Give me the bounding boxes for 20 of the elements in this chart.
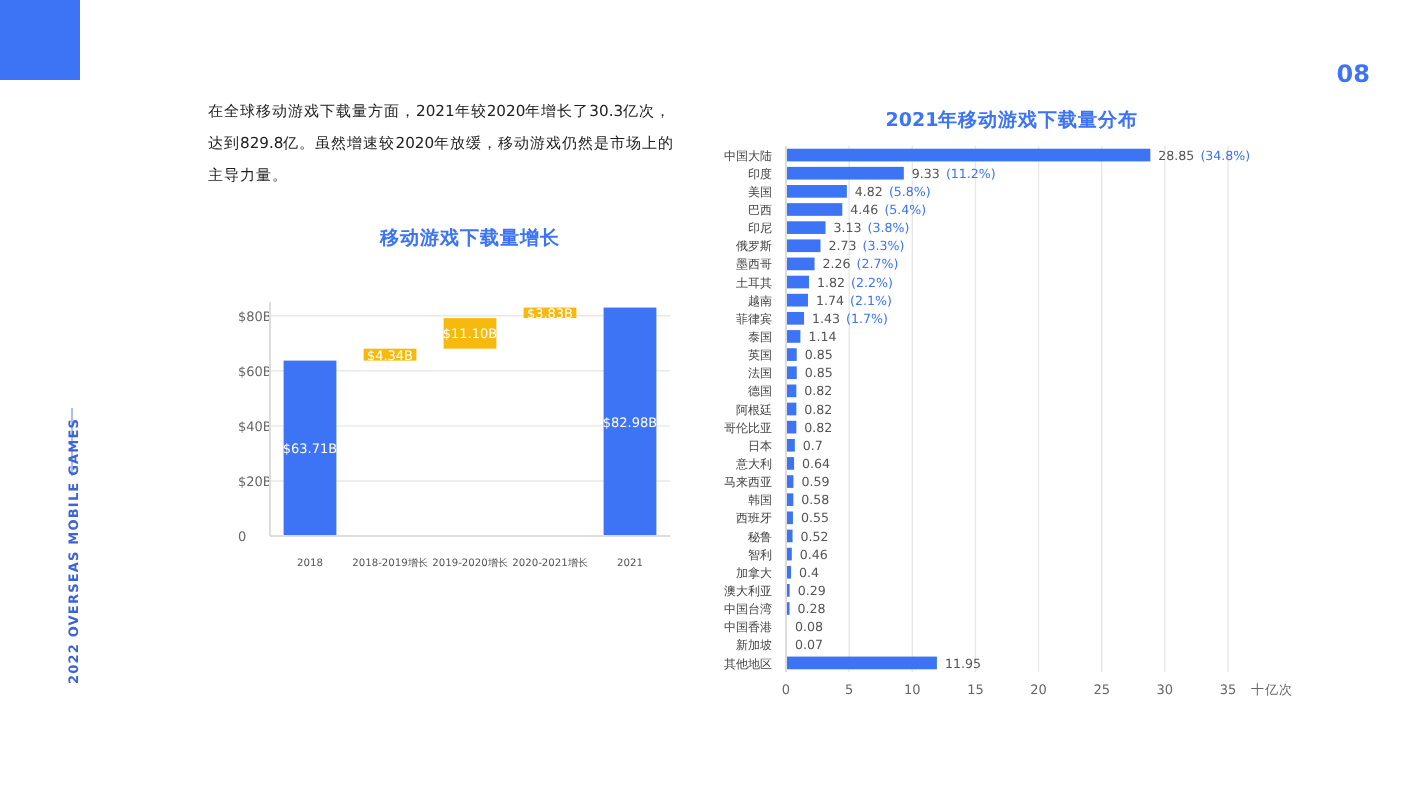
bar (786, 166, 904, 180)
chart-title: 移动游戏下载量增长 (378, 226, 562, 250)
bar (786, 330, 801, 343)
bar (786, 275, 809, 289)
bar (786, 656, 937, 670)
bar (283, 360, 337, 536)
bar (786, 203, 843, 216)
bar (603, 307, 657, 536)
bar (786, 257, 815, 271)
chart-title: 2021年移动游戏下载量分布 (885, 108, 1139, 132)
text: 08 (1336, 60, 1370, 88)
bar (786, 438, 795, 452)
bar (786, 185, 847, 198)
bar (786, 239, 821, 253)
bar (786, 293, 808, 307)
bar (786, 148, 1151, 162)
bar (786, 311, 805, 325)
bar (786, 348, 797, 361)
bar (786, 366, 797, 380)
bar (786, 221, 826, 234)
